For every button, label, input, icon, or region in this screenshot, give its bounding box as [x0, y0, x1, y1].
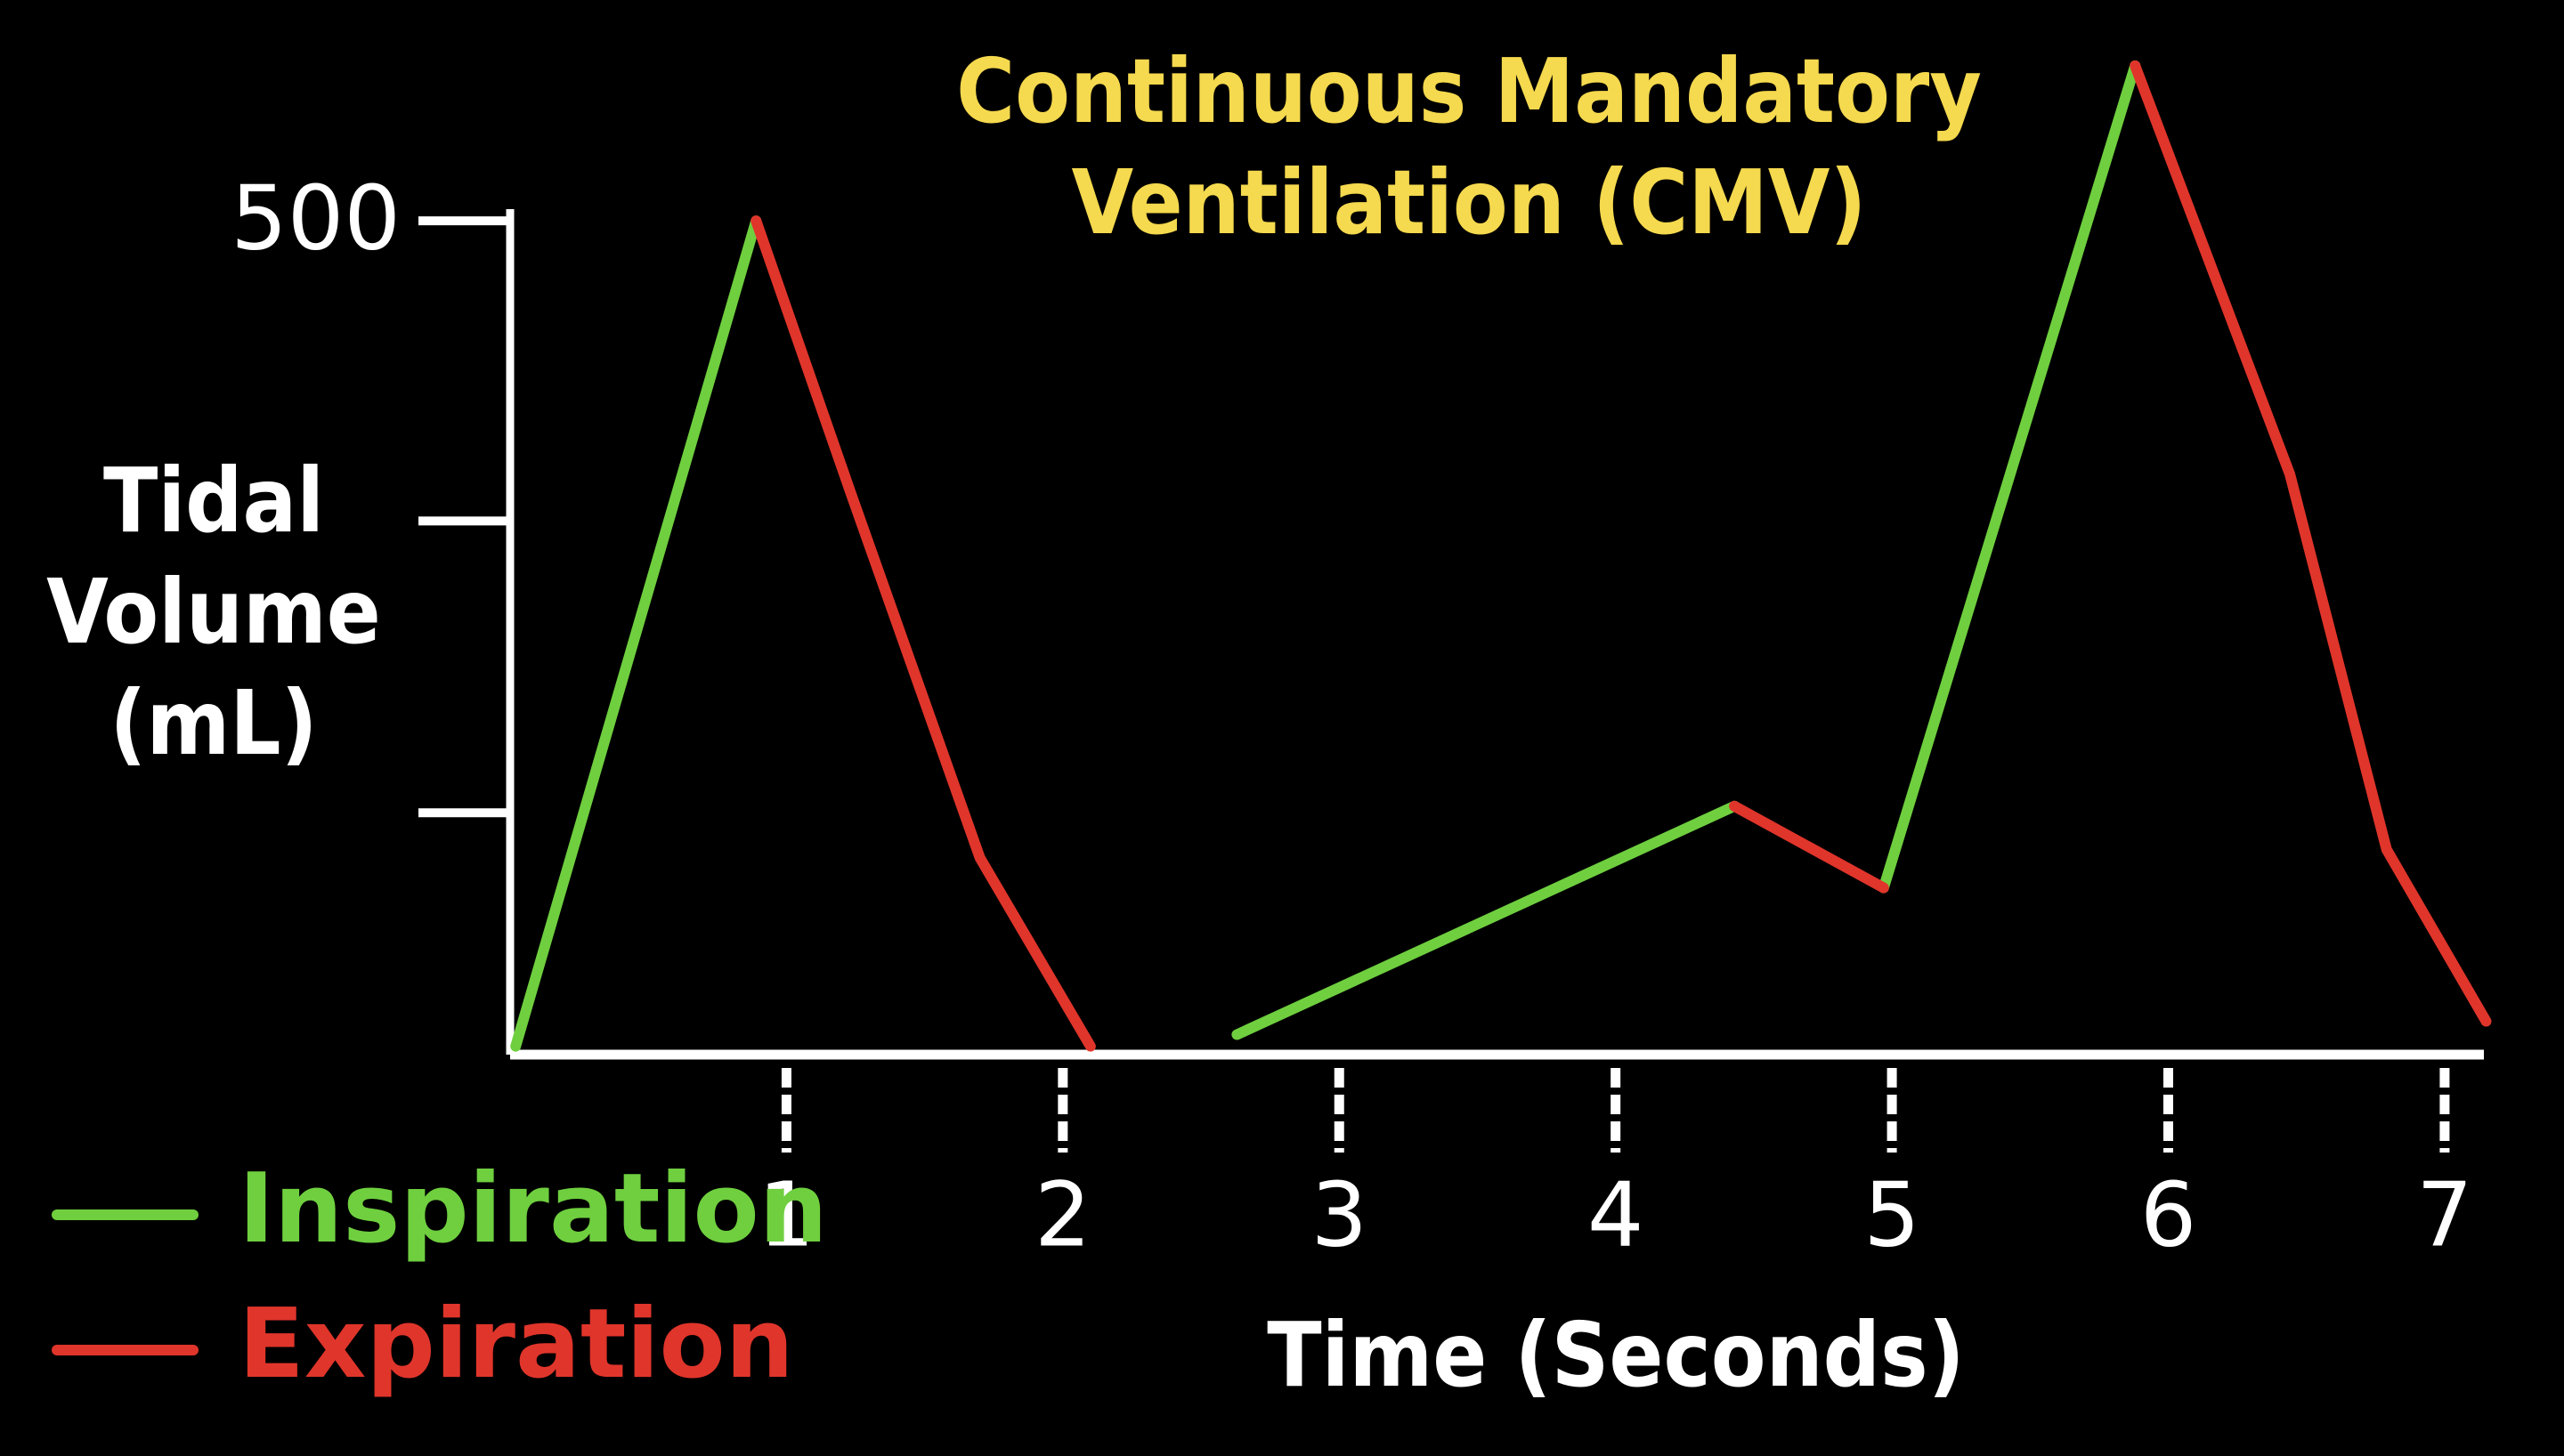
legend-label: Expiration: [239, 1289, 794, 1400]
x-tick-label: 5: [1863, 1162, 1920, 1266]
chart-title: Continuous Mandatory Ventilation (CMV): [956, 39, 1982, 255]
legend-label: Inspiration: [239, 1153, 828, 1265]
x-tick-label: 3: [1310, 1162, 1367, 1266]
x-tick-label: 2: [1035, 1162, 1091, 1266]
data-line: [751, 60, 2492, 1052]
x-tick-label: 4: [1587, 1162, 1644, 1266]
x-tick-label: 6: [2140, 1162, 2197, 1266]
y-axis-label: Tidal Volume (mL): [46, 449, 381, 775]
y-tick-label: 500: [231, 166, 401, 270]
x-tick-label: 1: [759, 1162, 815, 1266]
x-tick-label: 7: [2416, 1162, 2473, 1266]
data-line: [510, 60, 2141, 1052]
x-axis-label: Time (Seconds): [1267, 1303, 1965, 1407]
